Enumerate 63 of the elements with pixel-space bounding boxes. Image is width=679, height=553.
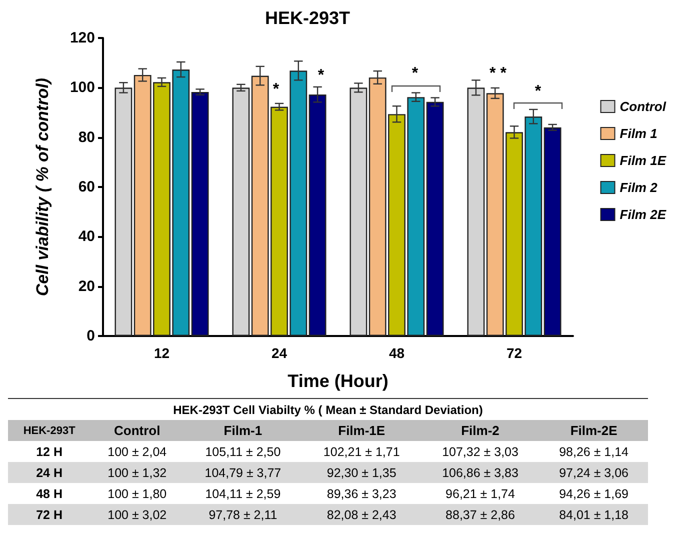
text: 100 ± 2,04 xyxy=(106,444,168,460)
annotation: * xyxy=(318,67,324,85)
text: 88,37 ± 2,86 xyxy=(420,504,540,525)
x-axis-title: Time (Hour) xyxy=(288,371,388,391)
text: HEK-293T Cell Viabilty % ( Mean ± Standard Deviation) xyxy=(8,398,648,420)
y-axis-title: Cell viability ( % of control) xyxy=(33,78,52,296)
bar xyxy=(114,88,132,336)
text: 89,36 ± 3,23 xyxy=(326,486,398,502)
text: 106,86 ± 3,83 xyxy=(420,462,540,483)
text: 107,32 ± 3,03 xyxy=(441,444,520,460)
text: 104,79 ± 3,77 xyxy=(184,462,302,483)
y-tick-label: 120 xyxy=(70,30,95,46)
text: 84,01 ± 1,18 xyxy=(540,504,648,525)
text: Control xyxy=(90,420,184,441)
y-tick-label: 20 xyxy=(78,278,95,295)
chart-title: HEK-293T xyxy=(265,8,350,28)
legend-label: Film 2 xyxy=(620,180,658,195)
text: 92,30 ± 1,35 xyxy=(302,462,421,483)
x-tick-label: 24 xyxy=(271,345,288,361)
legend-label: Film 1 xyxy=(620,126,658,141)
text: 96,21 ± 1,74 xyxy=(444,486,516,502)
bar xyxy=(544,127,562,336)
annotation: * xyxy=(534,83,542,101)
text: 48 H xyxy=(35,486,64,502)
annotation: * xyxy=(272,81,280,99)
bar xyxy=(467,88,485,336)
x-tick-label: 12 xyxy=(154,345,170,361)
text: 82,08 ± 2,43 xyxy=(302,504,421,525)
bar xyxy=(191,92,209,336)
text: 97,24 ± 3,06 xyxy=(540,462,648,483)
text: 104,11 ± 2,59 xyxy=(204,486,282,502)
y-tick-label: 0 xyxy=(86,328,95,344)
text: HEK-293T xyxy=(8,420,91,441)
x-tick-label: 72 xyxy=(506,345,522,361)
text: Film-1E xyxy=(302,420,421,441)
bar xyxy=(308,94,326,336)
legend-label: Film 2E xyxy=(620,207,666,222)
y-tick-label: 60 xyxy=(78,178,95,196)
annotation: * xyxy=(412,65,418,83)
text: 97,78 ± 2,11 xyxy=(184,504,302,525)
y-tick-label: 80 xyxy=(78,128,95,146)
legend-label: Film 1E xyxy=(620,153,666,168)
text: 100 ± 1,32 xyxy=(90,462,184,483)
y-tick-label: 40 xyxy=(78,228,95,246)
y-tick-label: 100 xyxy=(70,79,95,96)
text: 24 H xyxy=(8,462,91,483)
text: 12 H xyxy=(35,444,64,460)
text: Film-2E xyxy=(540,420,648,441)
annotation: * * xyxy=(490,65,506,83)
text: 102,21 ± 1,71 xyxy=(322,444,401,460)
text: 94,26 ± 1,69 xyxy=(558,486,630,502)
text: 72 H xyxy=(8,504,91,525)
text: 105,11 ± 2,50 xyxy=(204,444,282,460)
text: Film-1 xyxy=(184,420,302,441)
text: Film-2 xyxy=(420,420,540,441)
legend-label: Control xyxy=(620,99,666,114)
bar xyxy=(350,88,368,336)
bar xyxy=(232,88,250,336)
text: 100 ± 1,80 xyxy=(106,486,168,502)
text: 100 ± 3,02 xyxy=(90,504,184,525)
x-tick-label: 48 xyxy=(388,345,405,361)
bar xyxy=(426,102,444,336)
text: 98,26 ± 1,14 xyxy=(558,444,630,460)
